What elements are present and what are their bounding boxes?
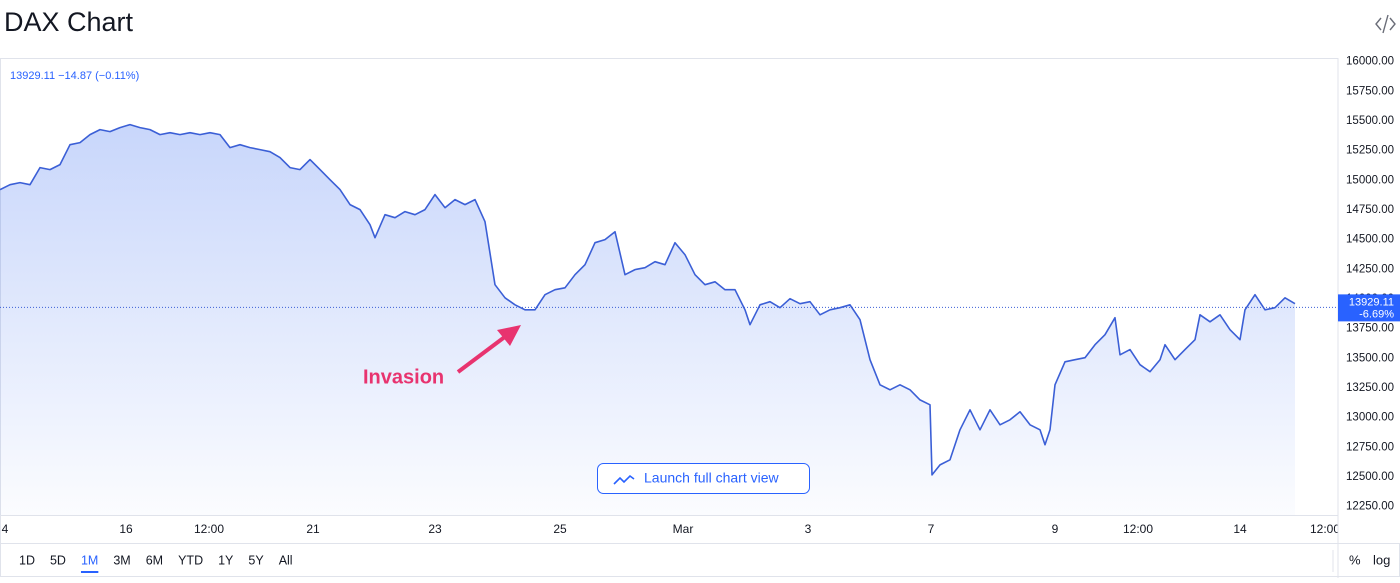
embed-icon[interactable]	[1375, 14, 1396, 34]
y-tick-label: 15250.00	[1346, 145, 1394, 157]
range-button[interactable]: 3M	[113, 553, 130, 567]
y-tick-label: 15000.00	[1346, 174, 1394, 186]
x-tick-label: 12:00	[194, 522, 224, 536]
y-tick-label: 12500.00	[1346, 471, 1394, 483]
y-tick-label: 15750.00	[1346, 85, 1394, 97]
price-line	[0, 123, 1296, 476]
button-label[interactable]: Launch full chart view	[644, 470, 780, 486]
area-fill	[0, 124, 1295, 515]
x-tick-label: 3	[805, 522, 812, 536]
price-tag-change: -6.69%	[1359, 308, 1394, 320]
y-tick-label: 13250.00	[1346, 382, 1394, 394]
range-button[interactable]: 1M	[81, 553, 98, 567]
y-tick-label: 15500.00	[1346, 115, 1394, 127]
range-button[interactable]: All	[279, 553, 293, 567]
annotation-text: Invasion	[363, 366, 444, 388]
page-title: DAX Chart	[4, 7, 134, 37]
y-tick-label: 13500.00	[1346, 352, 1394, 364]
annotation-arrow	[456, 334, 508, 374]
button-icon	[613, 474, 635, 485]
y-tick-label: 13000.00	[1346, 412, 1394, 424]
x-tick-label: Mar	[673, 522, 694, 536]
x-tick-label: 23	[428, 522, 442, 536]
quote-legend: 13929.11 −14.87 (−0.11%)	[10, 70, 139, 82]
price-tag-value: 13929.11	[1349, 296, 1394, 308]
y-tick-label: 12250.00	[1346, 501, 1394, 513]
x-tick-label: 12:00	[1310, 522, 1340, 536]
y-tick-label: 12750.00	[1346, 441, 1394, 453]
range-button[interactable]: 5Y	[248, 553, 264, 567]
button-frame[interactable]	[597, 463, 810, 494]
y-tick-label: 14250.00	[1346, 263, 1394, 275]
price-tag	[1338, 294, 1400, 322]
launch-button[interactable]: Launch full chart view	[597, 463, 810, 494]
x-tick-label: 21	[306, 522, 320, 536]
y-tick-label: 14500.00	[1346, 234, 1394, 246]
range-button[interactable]: 1Y	[218, 553, 234, 567]
y-tick-label: 14750.00	[1346, 204, 1394, 216]
x-tick-label: 25	[553, 522, 567, 536]
x-tick-label: 16	[119, 522, 133, 536]
y-tick-label: 16000.00	[1346, 56, 1394, 68]
range-button[interactable]: 1D	[19, 553, 35, 567]
scale-option[interactable]: log	[1373, 552, 1390, 567]
x-tick-label: 14	[1233, 522, 1247, 536]
range-button[interactable]: 6M	[146, 553, 163, 567]
y-tick-label: 13750.00	[1346, 323, 1394, 335]
x-tick-label: 7	[928, 522, 935, 536]
annotation-arrowhead	[497, 325, 521, 346]
x-tick-label: 12:00	[1123, 522, 1153, 536]
range-button[interactable]: YTD	[178, 553, 203, 567]
x-tick-label: 4	[2, 522, 9, 536]
scale-option[interactable]: %	[1349, 552, 1361, 567]
x-tick-label: 9	[1052, 522, 1059, 536]
range-button[interactable]: 5D	[50, 553, 66, 567]
